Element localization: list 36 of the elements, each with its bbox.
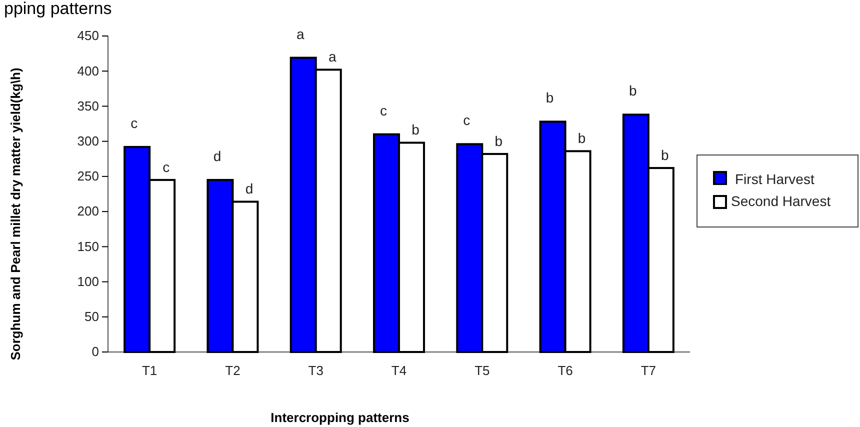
data-label: b xyxy=(661,147,670,164)
y-tick-label: 100 xyxy=(77,274,99,289)
data-label: b xyxy=(412,122,420,138)
y-tick-label: 200 xyxy=(77,204,99,219)
data-label: c xyxy=(162,158,170,175)
y-tick-label: 0 xyxy=(92,344,99,360)
y-tick-label: 350 xyxy=(77,98,99,114)
data-label: c xyxy=(463,112,470,128)
x-tick-label: T5 xyxy=(474,363,490,378)
data-label: b xyxy=(546,90,554,106)
chart-title: pping patterns xyxy=(4,0,112,18)
x-tick-label: T4 xyxy=(391,363,407,378)
data-label: b xyxy=(578,130,586,146)
x-tick-label: T3 xyxy=(308,363,324,378)
legend-label: Second Harvest xyxy=(731,193,831,209)
x-tick-label: T7 xyxy=(640,363,656,378)
y-tick-label: 250 xyxy=(77,168,99,184)
y-tick-label: 400 xyxy=(77,63,99,78)
y-axis-title: Sorghum and Pearl millet dry matter yield(kg\h) xyxy=(8,68,23,360)
data-label: d xyxy=(245,180,254,197)
data-label: c xyxy=(380,102,387,118)
y-tick-label: 450 xyxy=(77,28,99,44)
x-tick-label: T6 xyxy=(558,363,573,378)
data-label: a xyxy=(296,26,304,42)
data-label: c xyxy=(130,114,138,131)
data-label: b xyxy=(629,82,638,99)
data-label: b xyxy=(494,132,503,149)
data-label: a xyxy=(328,48,336,65)
x-axis-title: Intercropping patterns xyxy=(270,410,410,425)
x-tick-label: T1 xyxy=(142,363,158,378)
y-tick-label: 150 xyxy=(77,238,99,254)
legend-label: First Harvest xyxy=(735,171,814,187)
data-label: d xyxy=(213,148,222,164)
y-tick-label: 50 xyxy=(84,309,99,324)
x-tick-label: T2 xyxy=(225,363,240,378)
y-tick-label: 300 xyxy=(77,133,99,148)
